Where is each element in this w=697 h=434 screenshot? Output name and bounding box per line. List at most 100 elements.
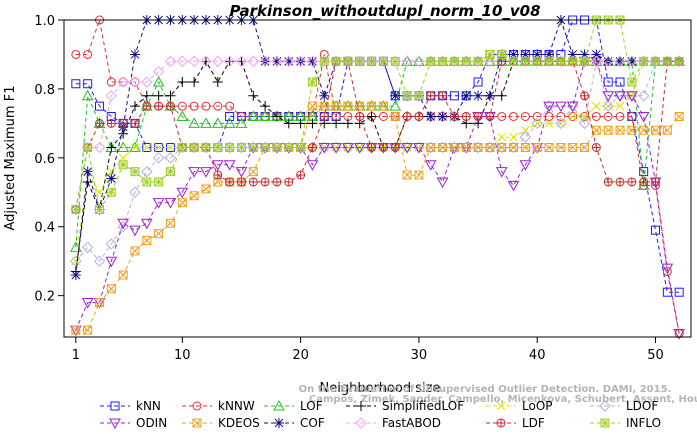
plot-frame: [63, 19, 692, 338]
data-point-kdeos: [378, 101, 388, 111]
series-simplifiedlof: [70, 56, 685, 277]
data-point-ldf: [106, 118, 116, 128]
data-point-inflo: [272, 142, 282, 152]
data-point-kdeos: [438, 142, 448, 152]
data-point-inflo: [568, 56, 578, 66]
data-point-kdeos: [520, 142, 530, 152]
data-point-ldof: [578, 117, 591, 130]
data-point-knnw: [236, 111, 246, 121]
series-line-lof: [75, 60, 680, 248]
series-line-inflo: [75, 19, 680, 211]
data-point-odin: [164, 198, 177, 209]
data-point-inflo: [201, 142, 211, 152]
y-tick-label: 0.8: [34, 83, 55, 98]
data-point-kdeos: [674, 111, 684, 121]
axes: 1 10 20 30 40 50 0.2 0.4 0.6 0.8 1.0: [34, 14, 692, 363]
legend-item-odin: ODIN: [100, 416, 167, 430]
chart-title: Parkinson_withoutdupl_norm_10_v08: [229, 2, 540, 20]
data-point-ldf: [154, 101, 164, 111]
data-point-inflo: [438, 56, 448, 66]
data-point-knn: [449, 91, 459, 101]
data-point-loop: [130, 143, 140, 152]
data-point-cof: [82, 166, 93, 177]
data-point-simplifiedlof: [366, 111, 377, 122]
data-point-cof: [106, 173, 117, 184]
data-point-inflo: [544, 56, 554, 66]
data-point-kdeos: [473, 142, 483, 152]
data-point-knn: [473, 77, 483, 87]
legend-item-kdeos: KDEOS: [182, 416, 260, 430]
legend-label: kNNW: [218, 399, 255, 413]
data-point-odin: [614, 91, 626, 102]
legend-marker: [496, 401, 506, 411]
data-point-fastabod: [164, 55, 177, 68]
legend-label: kNN: [136, 399, 161, 413]
watermark-authors: Campos, Zimek, Sander, Campello, Micenko…: [309, 394, 697, 405]
data-point-ldof: [531, 117, 543, 130]
legend-item-knn: kNN: [100, 399, 161, 413]
x-tick-label: 10: [174, 348, 191, 363]
data-point-inflo: [390, 56, 400, 66]
data-point-odin: [188, 167, 200, 178]
data-point-simplifiedlof: [129, 101, 140, 112]
data-point-knnw: [603, 111, 613, 121]
watermark-citation: On the Evaluation of Unsupervised Outlie…: [299, 384, 672, 395]
data-point-cof: [508, 49, 519, 60]
data-point-fastabod: [460, 55, 472, 68]
data-point-odin: [661, 263, 674, 275]
data-point-inflo: [296, 142, 306, 152]
data-point-ldof: [637, 90, 650, 102]
data-point-ldf: [580, 91, 590, 101]
data-point-kdeos: [426, 142, 436, 152]
data-point-lof: [259, 110, 271, 121]
data-point-cof: [390, 90, 401, 101]
data-point-fastabod: [365, 55, 378, 68]
series-line-ldf: [75, 60, 680, 210]
data-point-loop: [615, 101, 625, 111]
data-point-inflo: [497, 49, 507, 59]
data-point-odin: [519, 160, 532, 171]
legend-marker: [496, 418, 506, 428]
data-point-kdeos: [106, 284, 116, 294]
data-point-knn: [71, 79, 81, 89]
data-point-lof: [413, 55, 425, 66]
data-point-kdeos: [94, 298, 104, 308]
data-point-fastabod: [590, 55, 603, 68]
data-point-ldof: [602, 100, 614, 112]
data-point-fastabod: [117, 76, 129, 88]
data-point-fastabod: [484, 55, 496, 68]
data-point-knn: [83, 79, 93, 89]
data-point-inflo: [118, 160, 128, 170]
data-point-lof: [117, 141, 130, 152]
data-point-cof: [626, 56, 637, 67]
legend-item-ldof: LDOF: [590, 399, 658, 413]
data-point-ldf: [319, 111, 329, 121]
data-point-cof: [532, 49, 543, 60]
data-point-ldf: [473, 111, 483, 121]
data-point-knnw: [544, 111, 554, 121]
data-point-fastabod: [129, 76, 141, 88]
series-fastabod: [70, 55, 685, 216]
data-point-inflo: [189, 142, 199, 152]
data-point-kdeos: [307, 101, 317, 111]
data-point-ldf: [142, 101, 152, 111]
data-point-ldof: [425, 141, 437, 154]
legend-item-ldf: LDF: [486, 416, 545, 430]
data-point-kdeos: [603, 125, 613, 135]
data-point-ldof: [507, 141, 520, 154]
data-point-ldf: [591, 142, 601, 152]
data-point-inflo: [248, 142, 258, 152]
series-line-fastabod: [75, 60, 680, 210]
data-point-loop: [544, 119, 554, 128]
data-point-simplifiedlof: [260, 101, 271, 112]
data-point-ldf: [225, 177, 235, 187]
data-point-inflo: [130, 167, 140, 177]
y-tick-label: 1.0: [34, 14, 55, 29]
data-point-knnw: [213, 101, 223, 111]
legend-label: KDEOS: [218, 416, 260, 430]
data-point-ldf: [402, 111, 412, 121]
data-point-fastabod: [436, 55, 449, 68]
data-point-ldf: [260, 177, 270, 187]
data-point-knnw: [83, 49, 93, 59]
data-point-ldf: [627, 177, 637, 187]
